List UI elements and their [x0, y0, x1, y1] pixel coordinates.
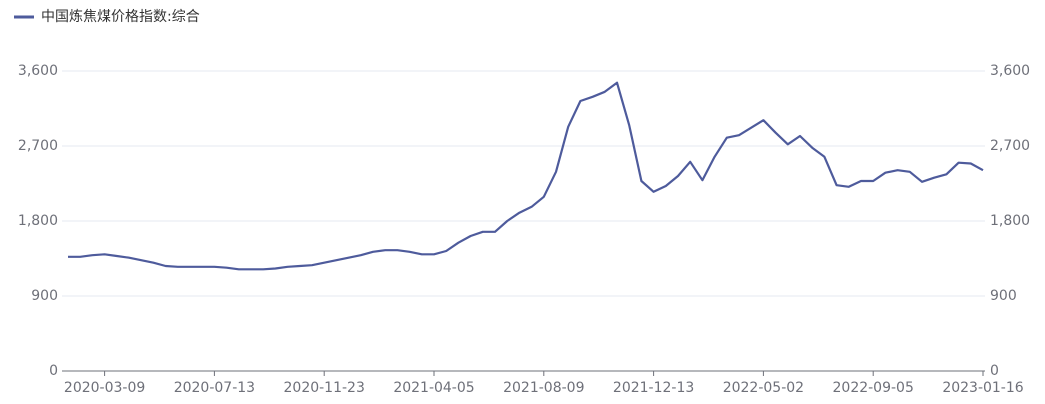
x-tick-label: 2021-08-09: [503, 380, 584, 396]
y-tick-label: 2,700: [18, 138, 58, 154]
x-tick-label: 2023-01-16: [942, 380, 1023, 396]
x-tick-label: 2020-03-09: [64, 380, 145, 396]
x-tick-label: 2022-09-05: [833, 380, 914, 396]
x-tick-label: 2020-11-23: [284, 380, 365, 396]
y-tick-label: 3,600: [18, 63, 58, 79]
series-line: [68, 81, 984, 271]
y2-tick-label: 3,600: [990, 63, 1030, 79]
legend-label: 中国炼焦煤价格指数:综合: [41, 9, 200, 25]
x-tick-label: 2022-05-02: [723, 380, 804, 396]
y2-tick-label: 1,800: [990, 213, 1030, 229]
y2-tick-label: 2,700: [990, 138, 1030, 154]
y-tick-label: 1,800: [18, 213, 58, 229]
y2-tick-label: 0: [990, 363, 999, 379]
x-tick-label: 2020-07-13: [174, 380, 255, 396]
y-tick-label: 0: [49, 363, 58, 379]
x-tick-label: 2021-04-05: [393, 380, 474, 396]
y-tick-label: 900: [31, 288, 58, 304]
y2-tick-label: 900: [990, 288, 1017, 304]
x-tick-label: 2021-12-13: [613, 380, 694, 396]
